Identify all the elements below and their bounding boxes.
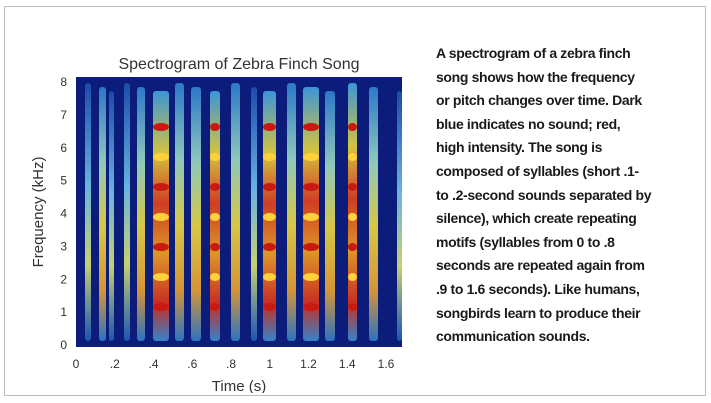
spectrogram-band [85,83,91,341]
figure-frame: Spectrogram of Zebra Finch Song Time (s)… [4,6,706,396]
harmonic-blob [153,123,169,131]
y-tick-label: 8 [60,75,67,89]
spectrogram-band [397,91,402,341]
x-tick-label: .2 [110,357,120,371]
x-tick-label: 1 [266,357,273,371]
caption-line: .9 to 1.6 seconds). Like humans, [436,280,640,297]
harmonic-blob [153,303,169,311]
x-axis-label: Time (s) [212,378,266,393]
spectrogram-band [175,83,184,341]
spectrogram-band [348,83,357,341]
harmonic-blob [210,273,220,281]
harmonic-blob [348,273,357,281]
harmonic-blob [210,213,220,221]
harmonic-blob [263,243,276,251]
harmonic-blob [210,183,220,191]
harmonic-blob [303,273,319,281]
harmonic-blob [263,303,276,311]
caption-line: to .2-second sounds separated by [436,186,652,203]
x-tick-label: .8 [226,357,236,371]
harmonic-blob [348,183,357,191]
x-tick-label: 1.2 [300,357,317,371]
harmonic-blob [263,213,276,221]
spectrogram-band [99,87,106,341]
harmonic-blob [303,303,319,311]
harmonic-blob [153,213,169,221]
harmonic-blob [263,183,276,191]
y-tick-label: 6 [60,141,67,155]
x-tick-label: 1.4 [339,357,356,371]
harmonic-blob [263,273,276,281]
x-tick-label: .6 [187,357,197,371]
harmonic-blob [153,153,169,161]
spectrogram-band [369,87,378,341]
caption-line: seconds are repeated again from [436,257,645,274]
harmonic-blob [153,273,169,281]
harmonic-blob [303,123,319,131]
spectrogram-band [137,87,145,341]
caption-line: high intensity. The song is [436,139,603,156]
harmonic-blob [263,153,276,161]
spectrogram-band [325,91,335,341]
x-tick-label: 1.6 [378,357,395,371]
harmonic-blob [303,153,319,161]
caption-line: song shows how the frequency [436,68,635,85]
y-tick-label: 1 [60,305,67,319]
caption-line: songbirds learn to produce their [436,304,641,321]
figure-title: Spectrogram of Zebra Finch Song [118,56,359,73]
harmonic-blob [348,303,357,311]
harmonic-blob [348,243,357,251]
y-tick-label: 0 [60,338,67,352]
y-tick-label: 3 [60,239,67,253]
y-tick-label: 4 [60,207,67,221]
harmonic-blob [303,243,319,251]
spectrogram-band [231,83,240,341]
harmonic-blob [348,153,357,161]
spectrogram-bands [85,83,402,341]
spectrogram-band [191,87,201,341]
y-tick-label: 2 [60,272,67,286]
spectrogram-figure: Spectrogram of Zebra Finch Song Time (s)… [30,56,402,393]
harmonic-blob [210,303,220,311]
caption-line: composed of syllables (short .1- [436,162,639,179]
harmonic-blob [263,123,276,131]
harmonic-blob [153,243,169,251]
x-tick-label: 0 [73,357,80,371]
harmonic-blob [348,213,357,221]
y-tick-label: 7 [60,108,67,122]
caption-line: motifs (syllables from 0 to .8 [436,233,615,250]
harmonic-blob [210,153,220,161]
caption-line: silence), which create repeating [436,210,637,227]
caption-line: blue indicates no sound; red, [436,115,621,132]
spectrogram-band [124,83,130,341]
harmonic-blob [348,123,357,131]
spectrogram-band [251,87,257,341]
y-tick-label: 5 [60,174,67,188]
x-tick-label: .4 [148,357,158,371]
caption-line: communication sounds. [436,328,590,345]
caption: A spectrogram of a zebra finch song shows… [436,42,706,349]
harmonic-blob [303,213,319,221]
spectrogram-band [287,83,296,341]
spectrogram-band [109,91,114,341]
harmonic-blob [303,183,319,191]
caption-line: or pitch changes over time. Dark [436,92,642,109]
harmonic-blob [153,183,169,191]
harmonic-blob [210,123,220,131]
y-axis-label: Frequency (kHz) [30,157,47,268]
caption-line: A spectrogram of a zebra finch [436,45,631,61]
harmonic-blob [210,243,220,251]
